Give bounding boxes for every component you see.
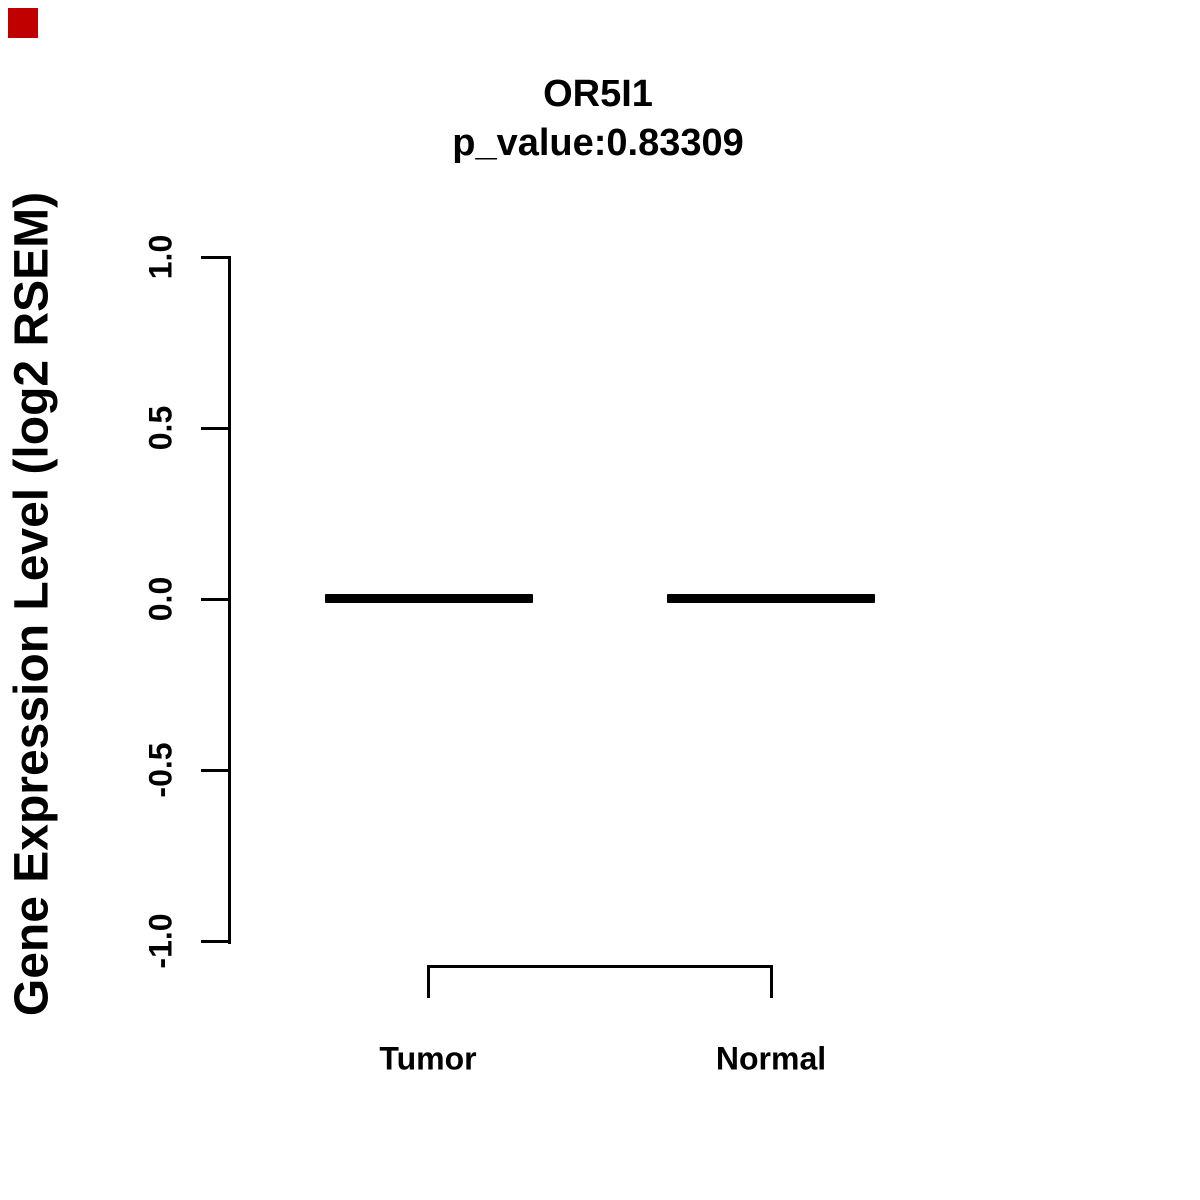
x-label-normal: Normal <box>715 1040 827 1077</box>
chart-title: OR5I1 <box>543 73 653 115</box>
y-tick-label: 0.5 <box>142 405 179 451</box>
y-tick-label: -1.0 <box>142 913 179 969</box>
y-tick-label: -0.5 <box>142 742 179 798</box>
chart-title-block: OR5I1 p_value:0.83309 <box>452 70 744 168</box>
x-axis-tick-tumor <box>427 965 430 998</box>
y-tick-mark <box>201 598 229 601</box>
corner-marker <box>8 8 38 38</box>
median-bar-tumor <box>325 594 533 603</box>
chart-subtitle: p_value:0.83309 <box>452 122 744 164</box>
y-tick-mark <box>201 256 229 259</box>
y-tick-label: 1.0 <box>142 234 179 280</box>
y-tick-mark <box>201 940 229 943</box>
y-axis-label: Gene Expression Level (log2 RSEM) <box>5 191 59 1017</box>
y-tick-label: 0.0 <box>142 576 179 622</box>
x-axis-tick-normal <box>770 965 773 998</box>
y-axis-line <box>228 256 231 944</box>
y-tick-mark <box>201 769 229 772</box>
median-bar-normal <box>667 594 875 603</box>
x-axis-bracket-line <box>427 965 773 968</box>
y-tick-mark <box>201 427 229 430</box>
x-label-tumor: Tumor <box>379 1040 477 1077</box>
